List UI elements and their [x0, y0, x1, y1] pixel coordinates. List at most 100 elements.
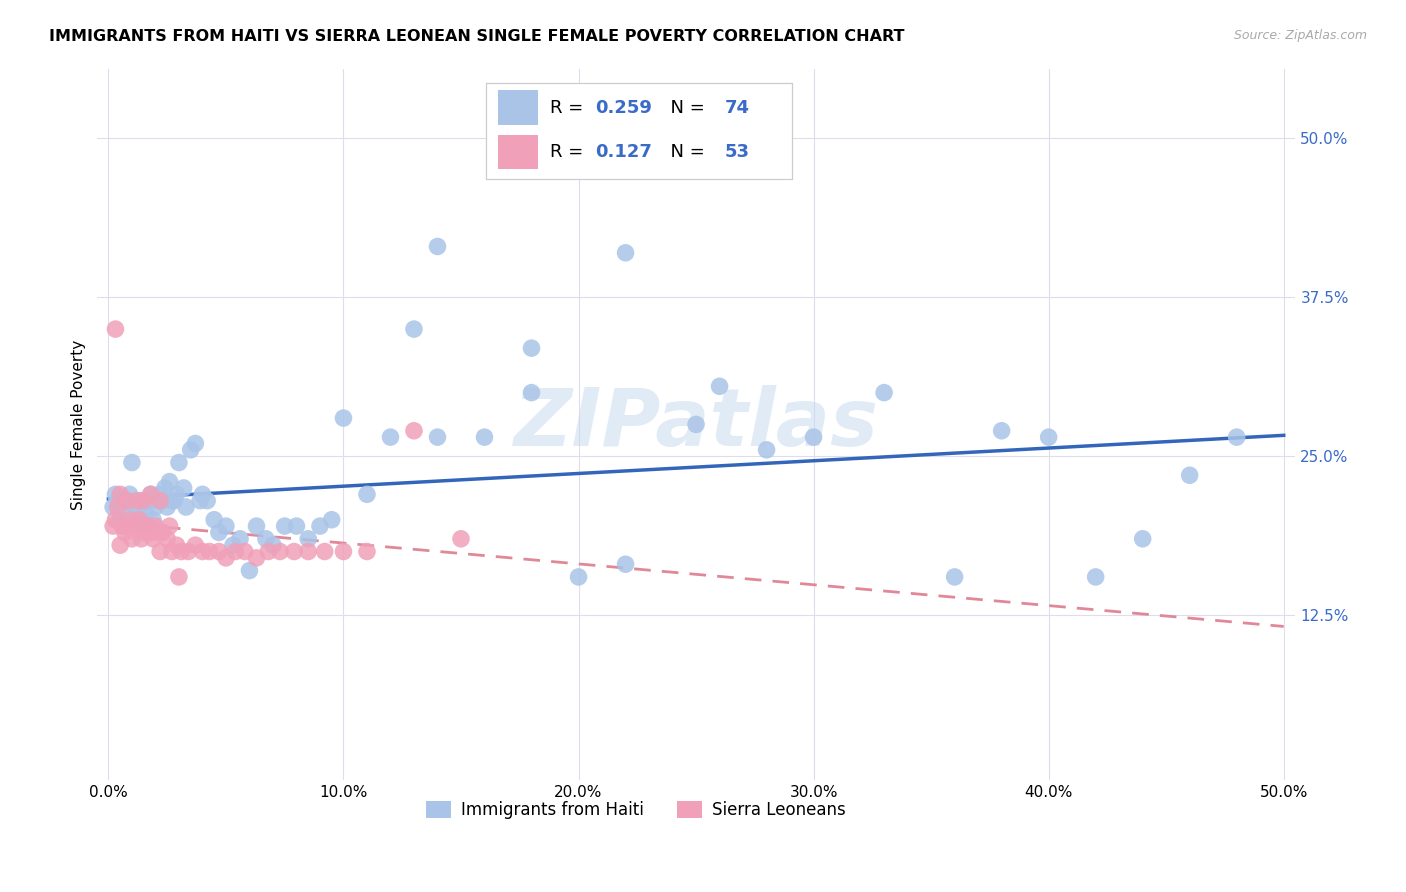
Point — [184, 436, 207, 450]
Point — [614, 558, 637, 572]
Point — [685, 417, 707, 432]
Point — [125, 493, 148, 508]
Point — [273, 519, 295, 533]
Point — [107, 500, 129, 514]
Point — [166, 487, 188, 501]
Point — [107, 493, 129, 508]
Point — [108, 487, 131, 501]
Point — [159, 475, 181, 489]
Point — [402, 424, 425, 438]
Point — [245, 519, 267, 533]
Point — [138, 519, 160, 533]
Point — [108, 513, 131, 527]
Point — [142, 513, 165, 527]
Point — [297, 544, 319, 558]
Point — [426, 430, 449, 444]
Point — [131, 493, 153, 508]
Point — [132, 525, 155, 540]
Point — [224, 544, 246, 558]
Point — [283, 544, 305, 558]
Point — [101, 500, 124, 514]
Point — [254, 532, 277, 546]
Point — [184, 538, 207, 552]
Point — [152, 493, 174, 508]
Point — [222, 538, 245, 552]
Point — [262, 538, 284, 552]
Point — [614, 245, 637, 260]
Point — [114, 525, 136, 540]
Point — [167, 570, 190, 584]
Point — [229, 532, 252, 546]
Point — [309, 519, 332, 533]
Point — [180, 442, 202, 457]
Point — [146, 525, 169, 540]
Point — [173, 481, 195, 495]
Point — [990, 424, 1012, 438]
Point — [159, 519, 181, 533]
Point — [114, 507, 136, 521]
Text: ZIPatlas: ZIPatlas — [513, 385, 879, 464]
Point — [474, 430, 496, 444]
Point — [943, 570, 966, 584]
Point — [135, 507, 157, 521]
Point — [104, 487, 127, 501]
Point — [755, 442, 778, 457]
Point — [198, 544, 221, 558]
Point — [139, 487, 162, 501]
Point — [567, 570, 589, 584]
Point — [1132, 532, 1154, 546]
Point — [128, 513, 150, 527]
Point — [332, 411, 354, 425]
Point — [285, 519, 308, 533]
Point — [174, 500, 197, 514]
Point — [138, 493, 160, 508]
Point — [233, 544, 256, 558]
Text: IMMIGRANTS FROM HAITI VS SIERRA LEONEAN SINGLE FEMALE POVERTY CORRELATION CHART: IMMIGRANTS FROM HAITI VS SIERRA LEONEAN … — [49, 29, 904, 44]
Point — [111, 519, 134, 533]
Text: Source: ZipAtlas.com: Source: ZipAtlas.com — [1233, 29, 1367, 42]
Point — [520, 341, 543, 355]
Point — [402, 322, 425, 336]
Point — [257, 544, 280, 558]
Point — [1178, 468, 1201, 483]
Point — [145, 500, 167, 514]
Point — [709, 379, 731, 393]
Point — [426, 239, 449, 253]
Point — [149, 493, 172, 508]
Point — [803, 430, 825, 444]
Point — [115, 493, 138, 508]
Point — [108, 538, 131, 552]
Point — [332, 544, 354, 558]
Point — [520, 385, 543, 400]
Point — [873, 385, 896, 400]
Point — [115, 519, 138, 533]
Point — [118, 513, 141, 527]
Point — [121, 456, 143, 470]
Point — [153, 481, 176, 495]
Point — [238, 564, 260, 578]
Point — [104, 322, 127, 336]
Point — [191, 487, 214, 501]
Point — [1084, 570, 1107, 584]
Point — [215, 550, 238, 565]
Point — [215, 519, 238, 533]
Point — [115, 493, 138, 508]
Point — [195, 493, 218, 508]
Point — [450, 532, 472, 546]
Point — [202, 513, 225, 527]
Point — [128, 507, 150, 521]
Point — [125, 519, 148, 533]
Point — [142, 532, 165, 546]
Point — [101, 519, 124, 533]
Point — [121, 532, 143, 546]
Point — [145, 519, 167, 533]
Point — [149, 544, 172, 558]
Point — [1226, 430, 1249, 444]
Point — [149, 487, 172, 501]
Point — [170, 544, 193, 558]
Point — [1038, 430, 1060, 444]
Point — [380, 430, 402, 444]
Point — [135, 519, 157, 533]
Point — [122, 500, 145, 514]
Point — [356, 487, 378, 501]
